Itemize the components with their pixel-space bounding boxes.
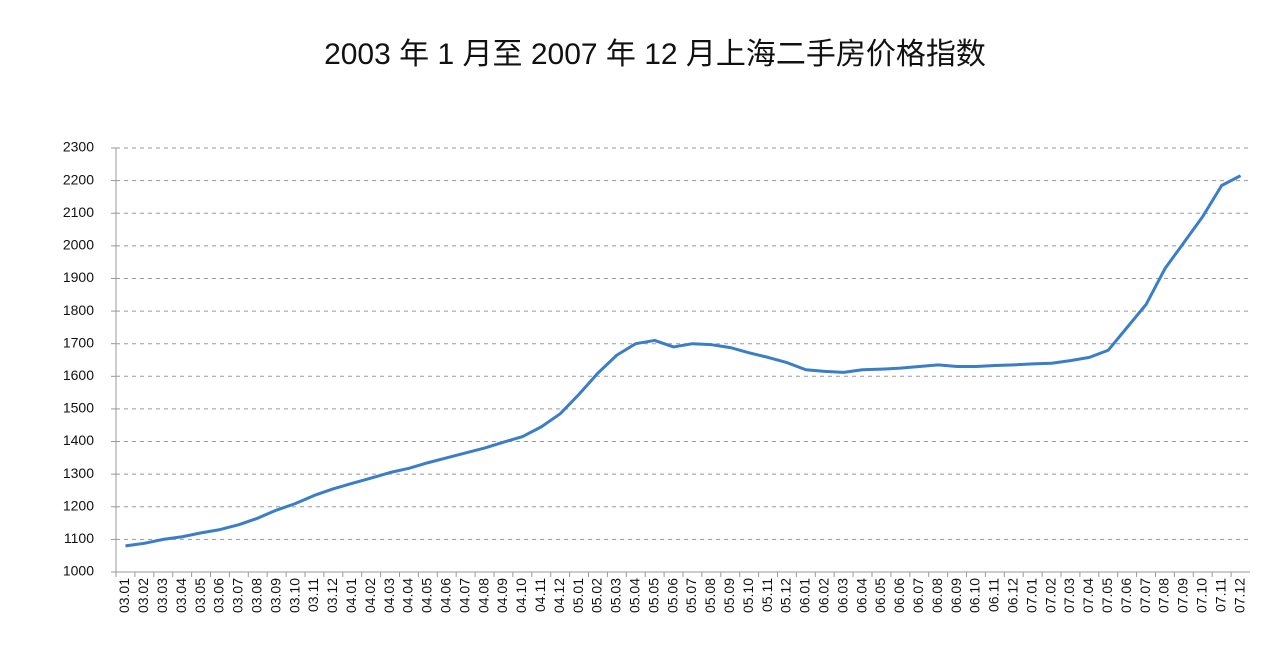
x-tick-label: 03.12	[324, 578, 340, 613]
x-tick-label: 05.12	[778, 578, 794, 613]
x-tick-label: 07.11	[1212, 578, 1228, 612]
x-tick-label: 05.10	[740, 578, 756, 613]
x-tick-label: 07.07	[1137, 578, 1153, 613]
x-tick-label: 03.06	[211, 578, 227, 613]
x-tick-label: 04.06	[437, 578, 453, 613]
x-tick-label: 03.11	[305, 578, 321, 612]
y-tick-label: 1700	[63, 334, 94, 350]
x-tick-label: 07.02	[1042, 578, 1058, 613]
x-tick-label: 03.03	[154, 578, 170, 613]
x-tick-label: 06.06	[891, 578, 907, 613]
y-tick-label: 1100	[64, 530, 94, 546]
x-tick-label: 07.04	[1080, 578, 1096, 613]
y-tick-label: 1200	[63, 497, 94, 513]
x-tick-label: 03.10	[286, 578, 302, 613]
y-tick-label: 2100	[63, 204, 94, 220]
x-tick-label: 06.07	[910, 578, 926, 613]
y-tick-label: 1800	[63, 302, 94, 318]
x-tick-label: 07.10	[1193, 578, 1209, 613]
x-tick-label: 07.01	[1023, 578, 1039, 613]
y-tick-label: 1900	[63, 269, 94, 285]
x-tick-label: 03.07	[230, 578, 246, 613]
x-tick-label: 05.02	[589, 578, 605, 613]
y-tick-label: 1400	[63, 432, 94, 448]
chart-title: 2003 年 1 月至 2007 年 12 月上海二手房价格指数	[324, 38, 986, 71]
x-tick-label: 06.01	[797, 578, 813, 613]
x-tick-label: 04.04	[400, 578, 416, 613]
x-tick-label: 06.08	[929, 578, 945, 613]
x-tick-label: 03.09	[267, 578, 283, 613]
x-tick-label: 04.01	[343, 578, 359, 613]
x-tick-label: 03.02	[135, 578, 151, 613]
y-tick-label: 2000	[63, 237, 94, 253]
y-tick-label: 1000	[63, 563, 94, 579]
x-tick-label: 06.12	[1004, 578, 1020, 613]
y-tick-label: 1600	[63, 367, 94, 383]
x-tick-label: 04.10	[513, 578, 529, 613]
x-tick-label: 04.11	[532, 578, 548, 612]
x-tick-label: 03.05	[192, 578, 208, 613]
x-tick-label: 04.02	[362, 578, 378, 613]
x-tick-label: 05.04	[626, 578, 642, 613]
x-tick-label: 07.05	[1099, 578, 1115, 613]
x-tick-label: 05.03	[608, 578, 624, 613]
x-tick-label: 07.06	[1118, 578, 1134, 613]
x-tick-label: 05.09	[721, 578, 737, 613]
x-tick-label: 07.09	[1175, 578, 1191, 613]
x-tick-label: 06.11	[986, 578, 1002, 612]
y-tick-label: 2300	[63, 139, 94, 155]
x-tick-label: 04.03	[381, 578, 397, 613]
x-tick-label: 04.12	[551, 578, 567, 613]
x-tick-label: 03.01	[116, 578, 132, 613]
x-tick-label: 05.06	[664, 578, 680, 613]
x-tick-label: 04.07	[456, 578, 472, 613]
y-tick-label: 1300	[63, 465, 94, 481]
x-tick-label: 04.05	[419, 578, 435, 613]
x-tick-label: 06.02	[815, 578, 831, 613]
x-tick-label: 06.05	[872, 578, 888, 613]
x-tick-label: 07.08	[1156, 578, 1172, 613]
y-tick-label: 1500	[63, 400, 94, 416]
x-tick-label: 04.08	[475, 578, 491, 613]
x-tick-label: 06.03	[834, 578, 850, 613]
x-tick-label: 05.11	[759, 578, 775, 612]
data-line	[125, 174, 1242, 548]
x-tick-label: 06.10	[967, 578, 983, 613]
x-tick-label: 06.09	[948, 578, 964, 613]
x-tick-label: 07.03	[1061, 578, 1077, 613]
x-tick-label: 05.08	[702, 578, 718, 613]
x-tick-label: 04.09	[494, 578, 510, 613]
x-tick-label: 03.04	[173, 578, 189, 613]
x-tick-label: 06.04	[853, 578, 869, 613]
x-tick-label: 03.08	[248, 578, 264, 613]
x-tick-label: 05.01	[570, 578, 586, 613]
y-tick-label: 2200	[63, 171, 94, 187]
x-tick-label: 07.12	[1231, 578, 1247, 613]
x-tick-label: 05.07	[683, 578, 699, 613]
x-tick-label: 05.05	[645, 578, 661, 613]
